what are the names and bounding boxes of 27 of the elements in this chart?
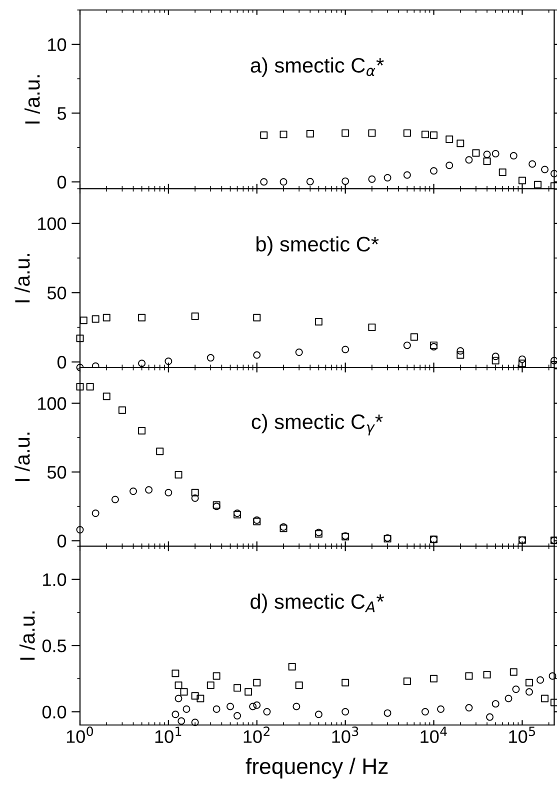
annotation: a) smectic C$_{α}$*	[250, 57, 384, 77]
y-tick-label: 50	[47, 286, 66, 300]
y-axis-title: I /a.u.	[20, 611, 35, 660]
x-tick-label: 10$^{1}$	[155, 726, 182, 743]
y-tick-label: 0.0	[42, 706, 66, 718]
annotation: c) smectic C$_{γ}$*	[252, 414, 383, 436]
x-tick-label: 10$^{2}$	[244, 726, 270, 743]
y-axis-title: I /a.u.	[14, 432, 30, 482]
annotation: b) smectic C*	[256, 236, 379, 256]
y-tick-label: 0	[57, 356, 66, 369]
y-tick-label: 0.5	[42, 639, 66, 652]
y-tick-label: 0	[57, 176, 66, 189]
y-axis-title: I /a.u.	[24, 75, 40, 124]
y-tick-label: 0	[57, 534, 66, 548]
x-tick-label: 10$^{5}$	[509, 726, 535, 743]
y-tick-label: 100	[38, 397, 66, 410]
y-tick-label: 50	[47, 466, 66, 479]
x-tick-label: 10$^{4}$	[420, 726, 447, 743]
x-tick-label: 10$^{3}$	[332, 726, 358, 743]
x-axis-title: frequency / Hz	[246, 758, 388, 779]
y-tick-label: 10	[48, 38, 66, 52]
y-tick-label: 100	[38, 217, 66, 230]
y-tick-label: 5	[57, 107, 66, 120]
y-axis-title: I /a.u.	[14, 254, 30, 302]
annotation: d) smectic C$_{A}$*	[250, 594, 384, 614]
y-tick-label: 1.0	[43, 573, 66, 586]
x-tick-label: 10$^{0}$	[66, 726, 94, 743]
